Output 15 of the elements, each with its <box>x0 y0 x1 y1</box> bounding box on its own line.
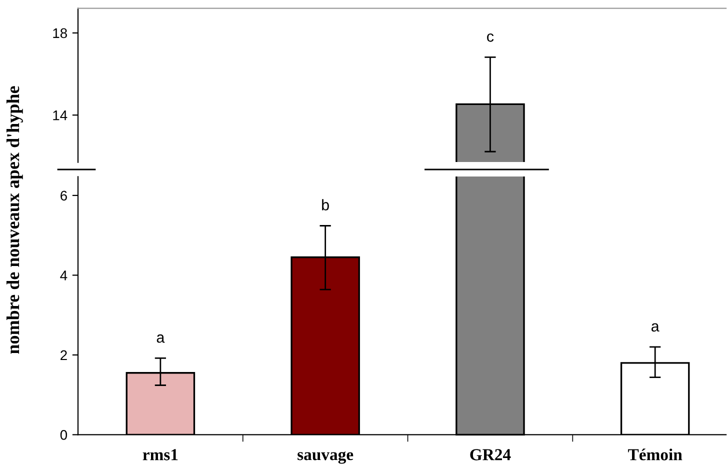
x-tick-label: rms1 <box>142 449 178 460</box>
x-tick-label: GR24 <box>470 449 511 460</box>
y-tick-label: 0 <box>60 430 68 440</box>
x-tick-label: sauvage <box>298 451 354 464</box>
annotation: a <box>156 334 165 343</box>
annotation: b <box>322 199 329 210</box>
x-tick-label: Témoin <box>628 448 682 460</box>
y-tick-label: 4 <box>60 270 68 280</box>
y-axis-title: nombre de nouveaux apex d'hyphe <box>6 86 23 354</box>
annotation: a <box>652 323 660 332</box>
y-tick-label: 14 <box>53 110 68 120</box>
y-tick-label: 6 <box>60 190 67 201</box>
y-tick-label: 2 <box>60 350 67 360</box>
annotation: c <box>487 33 494 42</box>
y-tick-label: 18 <box>53 28 67 38</box>
